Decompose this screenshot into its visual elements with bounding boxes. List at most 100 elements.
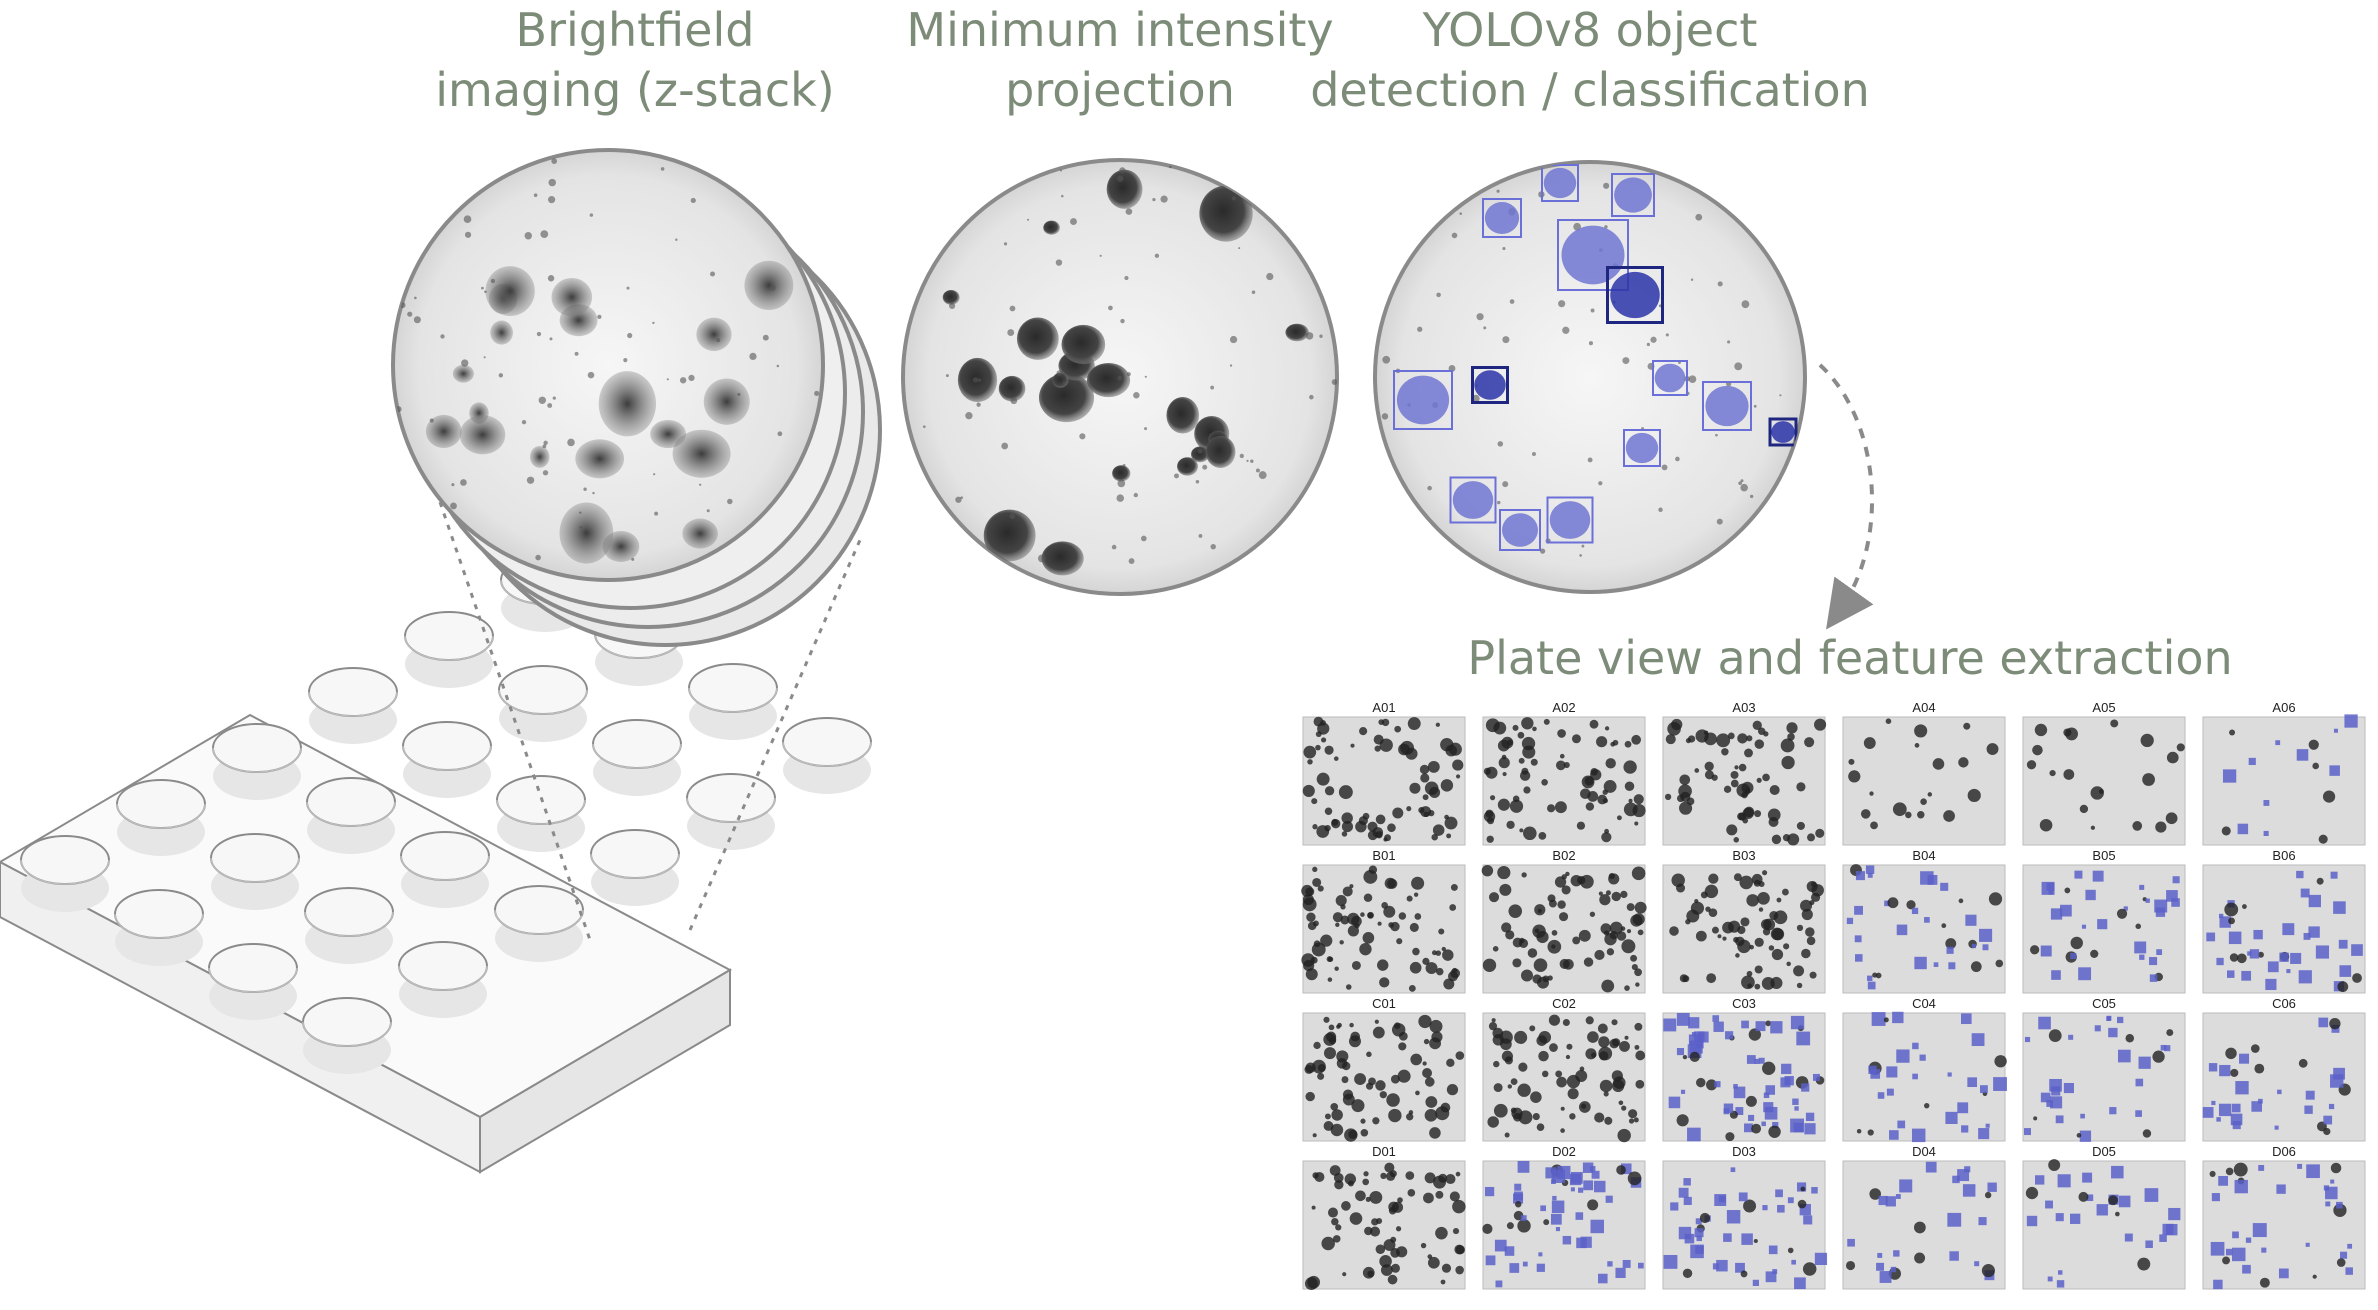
object-dot <box>1536 1035 1548 1046</box>
classified-object <box>1690 1244 1704 1259</box>
object-dot <box>1307 921 1317 931</box>
object-dot <box>1349 1212 1363 1225</box>
object-dot <box>2298 1058 2308 1068</box>
well-label: D05 <box>2092 1144 2116 1159</box>
object-dot <box>1634 1022 1643 1031</box>
object-dot <box>1444 814 1449 820</box>
object-dot <box>2236 953 2247 964</box>
classified-object <box>2171 898 2180 907</box>
object-dot <box>1303 745 1317 759</box>
classified-object <box>1770 1021 1783 1034</box>
object-dot <box>1369 1190 1383 1204</box>
object-dot <box>2165 812 2178 825</box>
object-dot <box>1549 1043 1558 1052</box>
object-dot <box>1634 821 1639 826</box>
object-dot <box>1763 731 1769 737</box>
classified-object <box>1733 1086 1746 1099</box>
classified-object <box>2251 1101 2262 1112</box>
classified-object <box>1847 1238 1855 1247</box>
plate-tile: A04 <box>1842 700 2006 846</box>
object-dot <box>1424 1108 1438 1122</box>
object-dot <box>1814 718 1827 731</box>
detected-organoid <box>1561 225 1625 285</box>
object-dot <box>1348 1129 1358 1139</box>
object-dot <box>1628 798 1633 803</box>
debris-dot <box>1688 375 1697 384</box>
object-dot <box>1422 1061 1427 1066</box>
object-dot <box>1740 917 1750 927</box>
object-dot <box>2108 1195 2119 1206</box>
object-dot <box>1604 726 1610 731</box>
object-dot <box>1427 1256 1440 1269</box>
classified-object <box>2308 894 2321 908</box>
well-rim <box>402 745 492 771</box>
classified-object <box>1979 928 1993 942</box>
debris-dot <box>976 402 981 407</box>
debris-dot <box>1258 471 1267 480</box>
object-dot <box>1332 912 1343 923</box>
object-dot <box>1321 1236 1335 1251</box>
debris-dot <box>1588 341 1593 346</box>
classified-object <box>1925 1161 1937 1173</box>
object-dot <box>1429 1019 1443 1033</box>
detected-organoid <box>1549 501 1591 539</box>
classified-object <box>2333 728 2338 733</box>
object-dot <box>1435 1190 1444 1199</box>
classified-object <box>1540 1205 1546 1212</box>
object-dot <box>1596 736 1608 748</box>
object-dot <box>1317 1064 1326 1072</box>
debris-dot <box>1646 342 1651 347</box>
debris-dot <box>1059 169 1063 172</box>
object-dot <box>1981 1264 1995 1278</box>
object-dot <box>1532 726 1537 732</box>
well-label: C04 <box>1912 996 1936 1011</box>
debris-dot <box>1266 272 1274 281</box>
object-dot <box>1563 761 1570 769</box>
plate-tile: B03 <box>1662 848 1826 994</box>
object-dot <box>1445 1173 1456 1185</box>
object-dot <box>1400 740 1415 755</box>
detected-organoid <box>1543 167 1577 199</box>
well-rim <box>498 689 588 715</box>
plate-tile: C01 <box>1302 996 1466 1142</box>
object-dot <box>1924 1102 1930 1109</box>
well-rim <box>212 747 302 773</box>
object-dot <box>1562 1018 1570 1027</box>
object-dot <box>2322 790 2336 803</box>
classified-object <box>1985 1123 1990 1128</box>
well-label: A02 <box>1552 700 1575 715</box>
debris-dot <box>1053 221 1057 224</box>
debris-dot <box>1238 247 1241 250</box>
classified-object <box>2338 939 2348 949</box>
debris-dot <box>551 158 558 164</box>
debris-dot <box>1198 534 1203 538</box>
classified-object <box>2241 970 2252 981</box>
classified-object <box>2124 1233 2133 1242</box>
object-dot <box>1312 1133 1317 1138</box>
classified-object <box>1678 1187 1689 1198</box>
detected-organoid <box>1452 481 1494 519</box>
object-dot <box>1704 884 1719 899</box>
object-dot <box>1389 1170 1397 1178</box>
debris-dot <box>1509 299 1515 304</box>
classified-object <box>1552 1195 1557 1201</box>
debris-dot <box>1122 463 1126 467</box>
classified-object <box>2306 1164 2320 1179</box>
object-dot <box>2048 1029 2062 1043</box>
object-dot <box>1787 1247 1794 1254</box>
object-dot <box>2259 1277 2270 1288</box>
object-dot <box>2330 1162 2342 1174</box>
debris-dot <box>1661 464 1668 471</box>
object-dot <box>1634 901 1647 914</box>
classified-object <box>1551 1200 1565 1214</box>
classified-object <box>1870 1069 1881 1079</box>
object-dot <box>1746 735 1753 742</box>
object-dot <box>1806 936 1816 946</box>
object-dot <box>1585 802 1595 811</box>
object-dot <box>1587 1031 1599 1043</box>
detection-box <box>1606 266 1664 324</box>
debris-dot <box>536 331 542 337</box>
object-dot <box>1518 1062 1528 1072</box>
object-dot <box>1602 798 1608 804</box>
